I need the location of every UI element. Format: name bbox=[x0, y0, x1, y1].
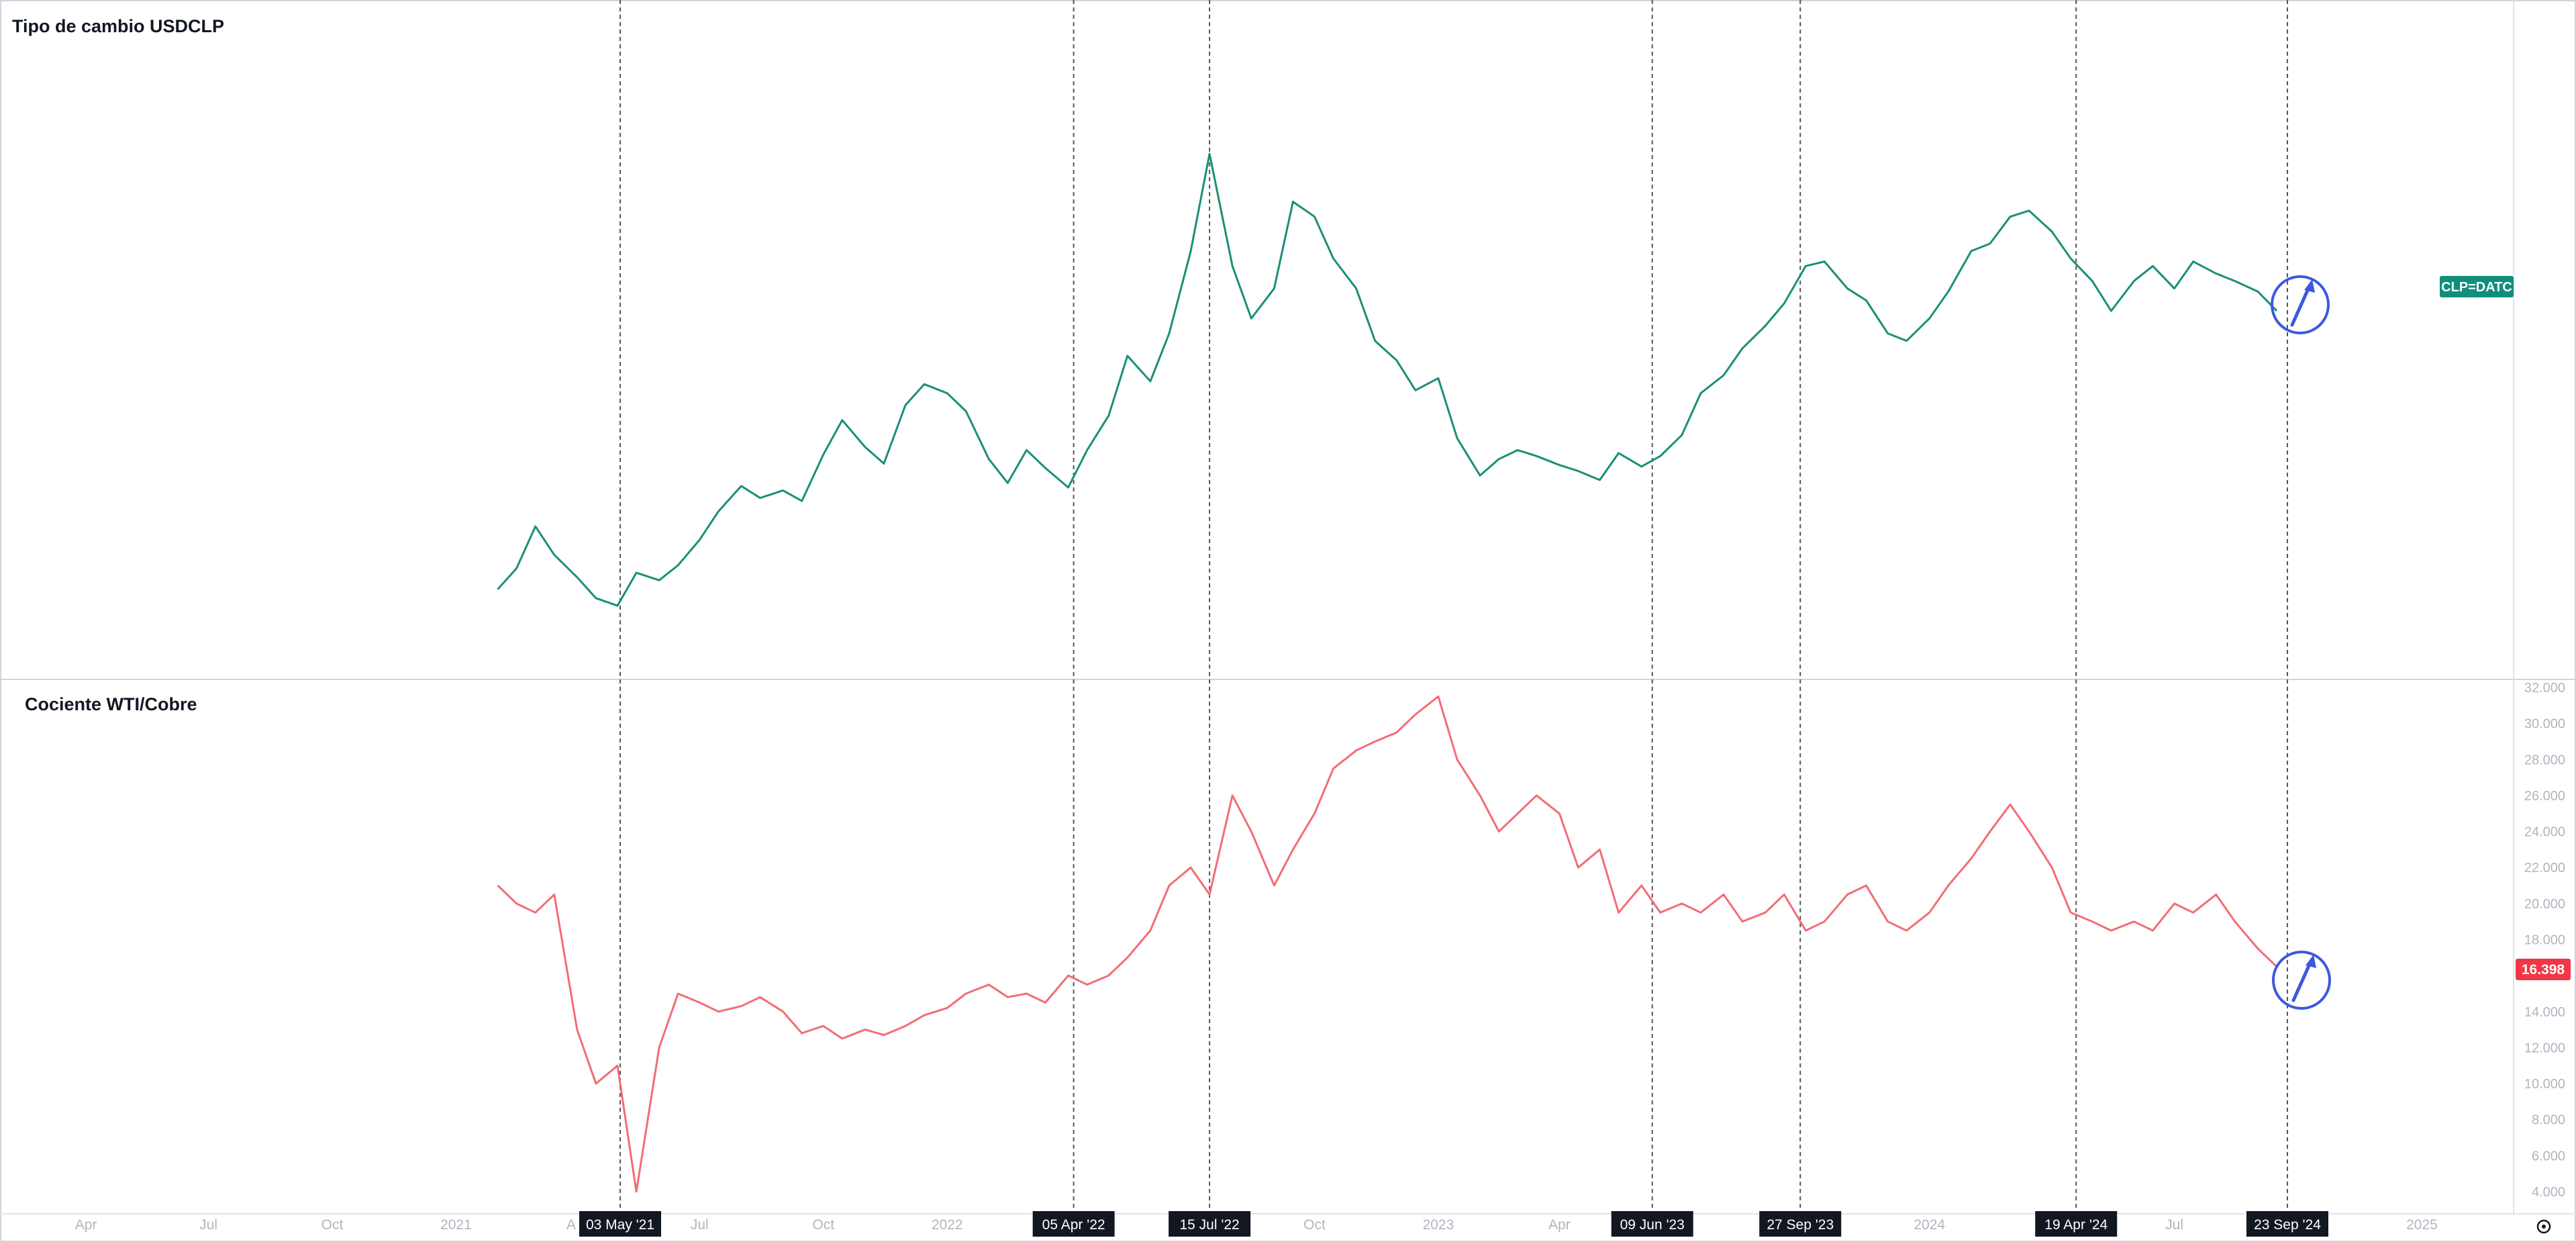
last-value-badge-label: 16.398 bbox=[2522, 962, 2565, 977]
bottom-price-axis: 4.0006.0008.00010.00012.00014.00016.0001… bbox=[2524, 681, 2565, 1200]
marker-lines bbox=[620, 0, 2288, 1214]
circle-arrow-annotation[interactable] bbox=[2271, 275, 2330, 334]
time-axis-tick-label: Apr bbox=[1548, 1217, 1571, 1233]
circle-arrow-annotation[interactable] bbox=[2272, 951, 2331, 1010]
time-axis-tick-label: Oct bbox=[321, 1217, 344, 1233]
time-axis: Apr Jul Oct 2021 Jul Oct 2022 Oct 2023 Apr 2024 Jul… bbox=[75, 1217, 2438, 1233]
price-axis-tick-label: 26.000 bbox=[2524, 789, 2565, 804]
time-axis-tick-label: 2023 bbox=[1423, 1217, 1454, 1233]
date-marker-label: 23 Sep '24 bbox=[2254, 1217, 2321, 1233]
time-axis-tick-label: 2024 bbox=[1914, 1217, 1945, 1233]
last-value-badge[interactable]: 16.398 bbox=[2516, 959, 2571, 980]
time-axis-tick-label: Oct bbox=[1303, 1217, 1326, 1233]
time-axis-tick-label: Apr bbox=[75, 1217, 97, 1233]
date-marker-badge bbox=[1759, 1211, 1842, 1237]
time-axis-tick-label: Jul bbox=[2165, 1217, 2183, 1233]
annotations bbox=[2271, 275, 2331, 1010]
date-marker-label: 09 Jun '23 bbox=[1620, 1217, 1685, 1233]
date-marker-badge bbox=[579, 1211, 661, 1237]
price-axis-tick-label: 10.000 bbox=[2524, 1077, 2565, 1092]
price-axis-tick-label: 6.000 bbox=[2532, 1149, 2565, 1163]
last-value-badge-bg bbox=[2516, 959, 2571, 980]
top-symbol-badge-label: CLP=DATC bbox=[2441, 280, 2512, 295]
price-axis-tick-label: 28.000 bbox=[2524, 753, 2565, 767]
time-axis-tick-label: Jul bbox=[691, 1217, 709, 1233]
price-axis-tick-label: 14.000 bbox=[2524, 1005, 2565, 1020]
price-axis-tick-label: 32.000 bbox=[2524, 681, 2565, 696]
price-axis-tick-label: 18.000 bbox=[2524, 933, 2565, 948]
date-marker-label: 27 Sep '23 bbox=[1767, 1217, 1834, 1233]
date-marker-label: 19 Apr '24 bbox=[2044, 1217, 2108, 1233]
time-axis-tick-label: Oct bbox=[812, 1217, 834, 1233]
time-axis-tick-label: 2022 bbox=[932, 1217, 963, 1233]
price-axis-tick-label: 12.000 bbox=[2524, 1041, 2565, 1055]
price-axis-tick-label: 4.000 bbox=[2532, 1185, 2565, 1200]
date-marker-label: 15 Jul '22 bbox=[1179, 1217, 1239, 1233]
date-markers: 03 May '21 05 Apr '22 15 Jul '22 09 Jun '23… bbox=[579, 1211, 2328, 1237]
date-marker-label: 05 Apr '22 bbox=[1042, 1217, 1105, 1233]
date-marker-badge bbox=[2035, 1211, 2118, 1237]
top-symbol-badge-bg bbox=[2440, 276, 2514, 297]
gear-icon[interactable] bbox=[2536, 1219, 2551, 1234]
bottom-pane-title: Cociente WTI/Cobre bbox=[25, 694, 197, 714]
price-axis-tick-label: 24.000 bbox=[2524, 825, 2565, 840]
price-axis-tick-label: 20.000 bbox=[2524, 897, 2565, 912]
wti-copper-series-line bbox=[497, 695, 2278, 1193]
date-marker-badge bbox=[2246, 1211, 2328, 1237]
usdclp-series-line bbox=[497, 152, 2278, 607]
time-axis-tick-label: A bbox=[566, 1217, 576, 1233]
time-axis-tick-label: 2025 bbox=[2406, 1217, 2438, 1233]
top-symbol-badge[interactable]: CLP=DATC bbox=[2440, 276, 2514, 297]
price-axis-tick-label: 22.000 bbox=[2524, 861, 2565, 875]
date-marker-badge bbox=[1032, 1211, 1115, 1237]
date-marker-badge bbox=[1169, 1211, 1251, 1237]
time-axis-tick-label: Jul bbox=[199, 1217, 217, 1233]
price-axis-tick-label: 8.000 bbox=[2532, 1113, 2565, 1128]
top-pane-title: Tipo de cambio USDCLP bbox=[12, 16, 224, 36]
date-marker-label: 03 May '21 bbox=[586, 1217, 654, 1233]
date-marker-badge bbox=[1611, 1211, 1693, 1237]
price-axis-tick-label: 30.000 bbox=[2524, 717, 2565, 732]
time-axis-tick-label: 2021 bbox=[440, 1217, 472, 1233]
